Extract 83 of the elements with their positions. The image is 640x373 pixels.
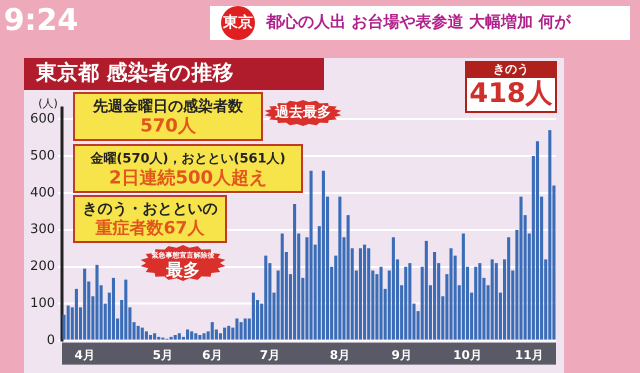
bar xyxy=(148,335,152,340)
annotation: 2日連続500人超え xyxy=(108,168,268,189)
bar xyxy=(252,292,255,340)
bar xyxy=(194,333,198,340)
bar xyxy=(140,328,144,340)
annotation: 先週金曜日の感染者数 xyxy=(92,96,244,115)
bar xyxy=(198,335,202,340)
x-tick-label: 7月 xyxy=(260,348,280,362)
bar xyxy=(363,244,366,340)
bar xyxy=(490,259,494,340)
bar xyxy=(310,170,313,340)
bar xyxy=(338,196,342,340)
bar xyxy=(507,237,510,340)
y-tick-label: 300 xyxy=(30,222,55,238)
bar xyxy=(424,240,428,340)
annotation: 過去最多 xyxy=(274,104,331,121)
bar xyxy=(202,333,206,340)
bar xyxy=(449,248,453,340)
annotation: 570人 xyxy=(140,116,197,137)
text: 東京 xyxy=(222,12,253,31)
bar xyxy=(83,268,86,340)
bar xyxy=(244,318,247,340)
bar xyxy=(227,326,230,340)
bar xyxy=(264,256,268,340)
bar xyxy=(392,237,395,340)
bar xyxy=(322,170,325,340)
bar xyxy=(380,266,383,340)
annotation: 重症者数67人 xyxy=(94,218,206,239)
bar xyxy=(433,252,436,340)
bar xyxy=(404,266,408,340)
bar xyxy=(494,263,498,340)
bar xyxy=(519,196,523,340)
bar xyxy=(367,248,370,340)
bar xyxy=(190,331,194,340)
x-tick-label: 10月 xyxy=(453,348,482,362)
text: きのう xyxy=(493,62,529,76)
y-tick-label: 0 xyxy=(46,332,55,348)
bar xyxy=(280,234,284,340)
chart-title: 東京都 感染者の推移 xyxy=(35,60,234,84)
bar xyxy=(474,266,478,340)
bar xyxy=(210,322,214,340)
chart-subtitle: 都心の人出 お台場や表参道 大幅増加 何が xyxy=(265,12,572,32)
bar xyxy=(462,234,465,340)
bar xyxy=(358,248,362,340)
bar xyxy=(136,326,140,340)
bar xyxy=(74,288,78,340)
y-axis-title: (人) xyxy=(38,96,58,110)
annotation: 金曜(570人)，おととい(561人) xyxy=(89,151,286,166)
bar xyxy=(66,306,70,340)
bar xyxy=(170,336,173,340)
bar xyxy=(478,263,482,340)
x-tick-label: 8月 xyxy=(330,348,350,362)
x-tick-label: 6月 xyxy=(202,348,222,362)
bar xyxy=(178,333,181,340)
bar xyxy=(144,331,148,340)
bar xyxy=(548,130,552,340)
x-tick-label: 4月 xyxy=(74,348,95,362)
bar xyxy=(95,264,99,340)
bar xyxy=(536,141,540,340)
x-tick-label: 5月 xyxy=(152,348,174,362)
bar xyxy=(153,333,156,340)
bar xyxy=(235,318,238,340)
x-tick-label: 11月 xyxy=(514,348,544,362)
bar xyxy=(346,215,350,340)
y-tick-label: 600 xyxy=(30,111,55,126)
bar xyxy=(124,280,128,340)
bar xyxy=(112,278,115,340)
text: 9:24 xyxy=(4,2,78,38)
bar xyxy=(174,335,177,340)
annotation: 最多 xyxy=(165,260,200,280)
annotation: きのう・おとといの xyxy=(82,200,218,218)
y-tick-label: 400 xyxy=(30,185,55,200)
bar xyxy=(157,336,160,340)
y-tick-label: 500 xyxy=(30,148,55,164)
y-tick-label: 100 xyxy=(30,296,55,312)
bar xyxy=(223,328,226,340)
y-tick-label: 200 xyxy=(30,259,55,274)
annotation: 418人 xyxy=(469,78,554,110)
bar xyxy=(240,322,243,340)
bar xyxy=(186,330,190,340)
x-tick-label: 9月 xyxy=(391,348,412,362)
bar xyxy=(408,263,412,340)
bar xyxy=(293,204,296,340)
